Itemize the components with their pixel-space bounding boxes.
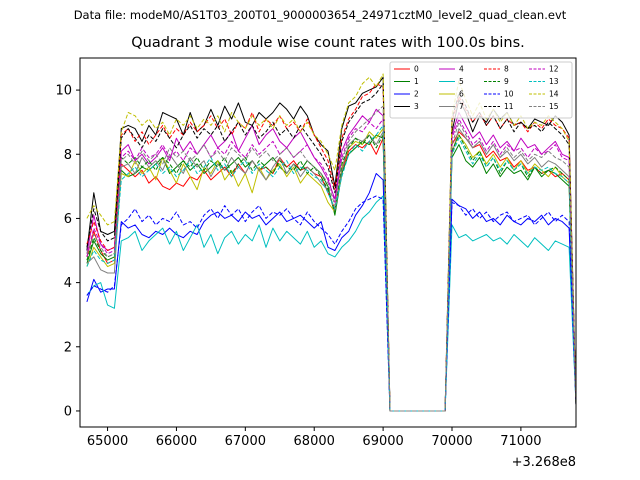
legend-label-0: 0 bbox=[414, 65, 419, 74]
legend-label-1: 1 bbox=[414, 77, 419, 86]
legend-label-9: 9 bbox=[504, 77, 509, 86]
x-tick-label: 69000 bbox=[362, 434, 403, 449]
series-line-3 bbox=[86, 76, 577, 412]
series-line-8 bbox=[86, 83, 577, 412]
legend-label-13: 13 bbox=[549, 77, 559, 86]
legend-label-12: 12 bbox=[549, 65, 559, 74]
legend-label-2: 2 bbox=[414, 90, 419, 99]
legend-box bbox=[389, 61, 573, 119]
series-line-13 bbox=[86, 124, 577, 412]
legend-label-5: 5 bbox=[459, 77, 464, 86]
series-line-2 bbox=[86, 173, 577, 412]
series-line-14 bbox=[86, 73, 577, 412]
series-line-11 bbox=[86, 83, 577, 412]
y-tick-label: 4 bbox=[64, 276, 72, 291]
legend-label-8: 8 bbox=[504, 65, 509, 74]
x-tick-label: 68000 bbox=[294, 434, 335, 449]
y-axis-ticks: 0 2 4 6 8 10 bbox=[55, 84, 80, 419]
series-line-1 bbox=[86, 134, 577, 412]
legend-label-15: 15 bbox=[549, 102, 559, 111]
x-offset-label: +3.268e8 bbox=[512, 455, 576, 470]
legend-label-10: 10 bbox=[504, 90, 514, 99]
series-line-10 bbox=[86, 195, 577, 412]
x-tick-label: 70000 bbox=[431, 434, 472, 449]
y-tick-label: 10 bbox=[55, 84, 72, 99]
y-tick-label: 8 bbox=[64, 148, 72, 163]
x-axis-ticks: 65000 66000 67000 68000 69000 70000 71000 bbox=[87, 427, 542, 449]
y-tick-label: 2 bbox=[64, 340, 72, 355]
data-file-title: Data file: modeM0/AS1T03_200T01_90000036… bbox=[73, 8, 567, 22]
legend-label-14: 14 bbox=[549, 90, 559, 99]
x-tick-label: 66000 bbox=[156, 434, 197, 449]
series-line-5 bbox=[86, 195, 577, 412]
x-tick-label: 71000 bbox=[500, 434, 541, 449]
x-tick-label: 67000 bbox=[225, 434, 266, 449]
series-layer bbox=[86, 73, 577, 412]
x-tick-label: 65000 bbox=[87, 434, 128, 449]
legend-label-3: 3 bbox=[414, 102, 419, 111]
y-tick-label: 6 bbox=[64, 212, 72, 227]
chart-title: Quadrant 3 module wise count rates with … bbox=[131, 35, 525, 51]
legend-label-11: 11 bbox=[504, 102, 514, 111]
series-line-15 bbox=[86, 105, 577, 412]
y-tick-label: 0 bbox=[64, 404, 72, 419]
plot-frame bbox=[79, 57, 577, 428]
legend-label-4: 4 bbox=[459, 65, 464, 74]
series-line-4 bbox=[86, 108, 577, 412]
series-line-9 bbox=[86, 134, 577, 412]
legend-label-6: 6 bbox=[459, 90, 464, 99]
series-line-12 bbox=[86, 118, 577, 412]
legend-label-7: 7 bbox=[459, 102, 464, 111]
